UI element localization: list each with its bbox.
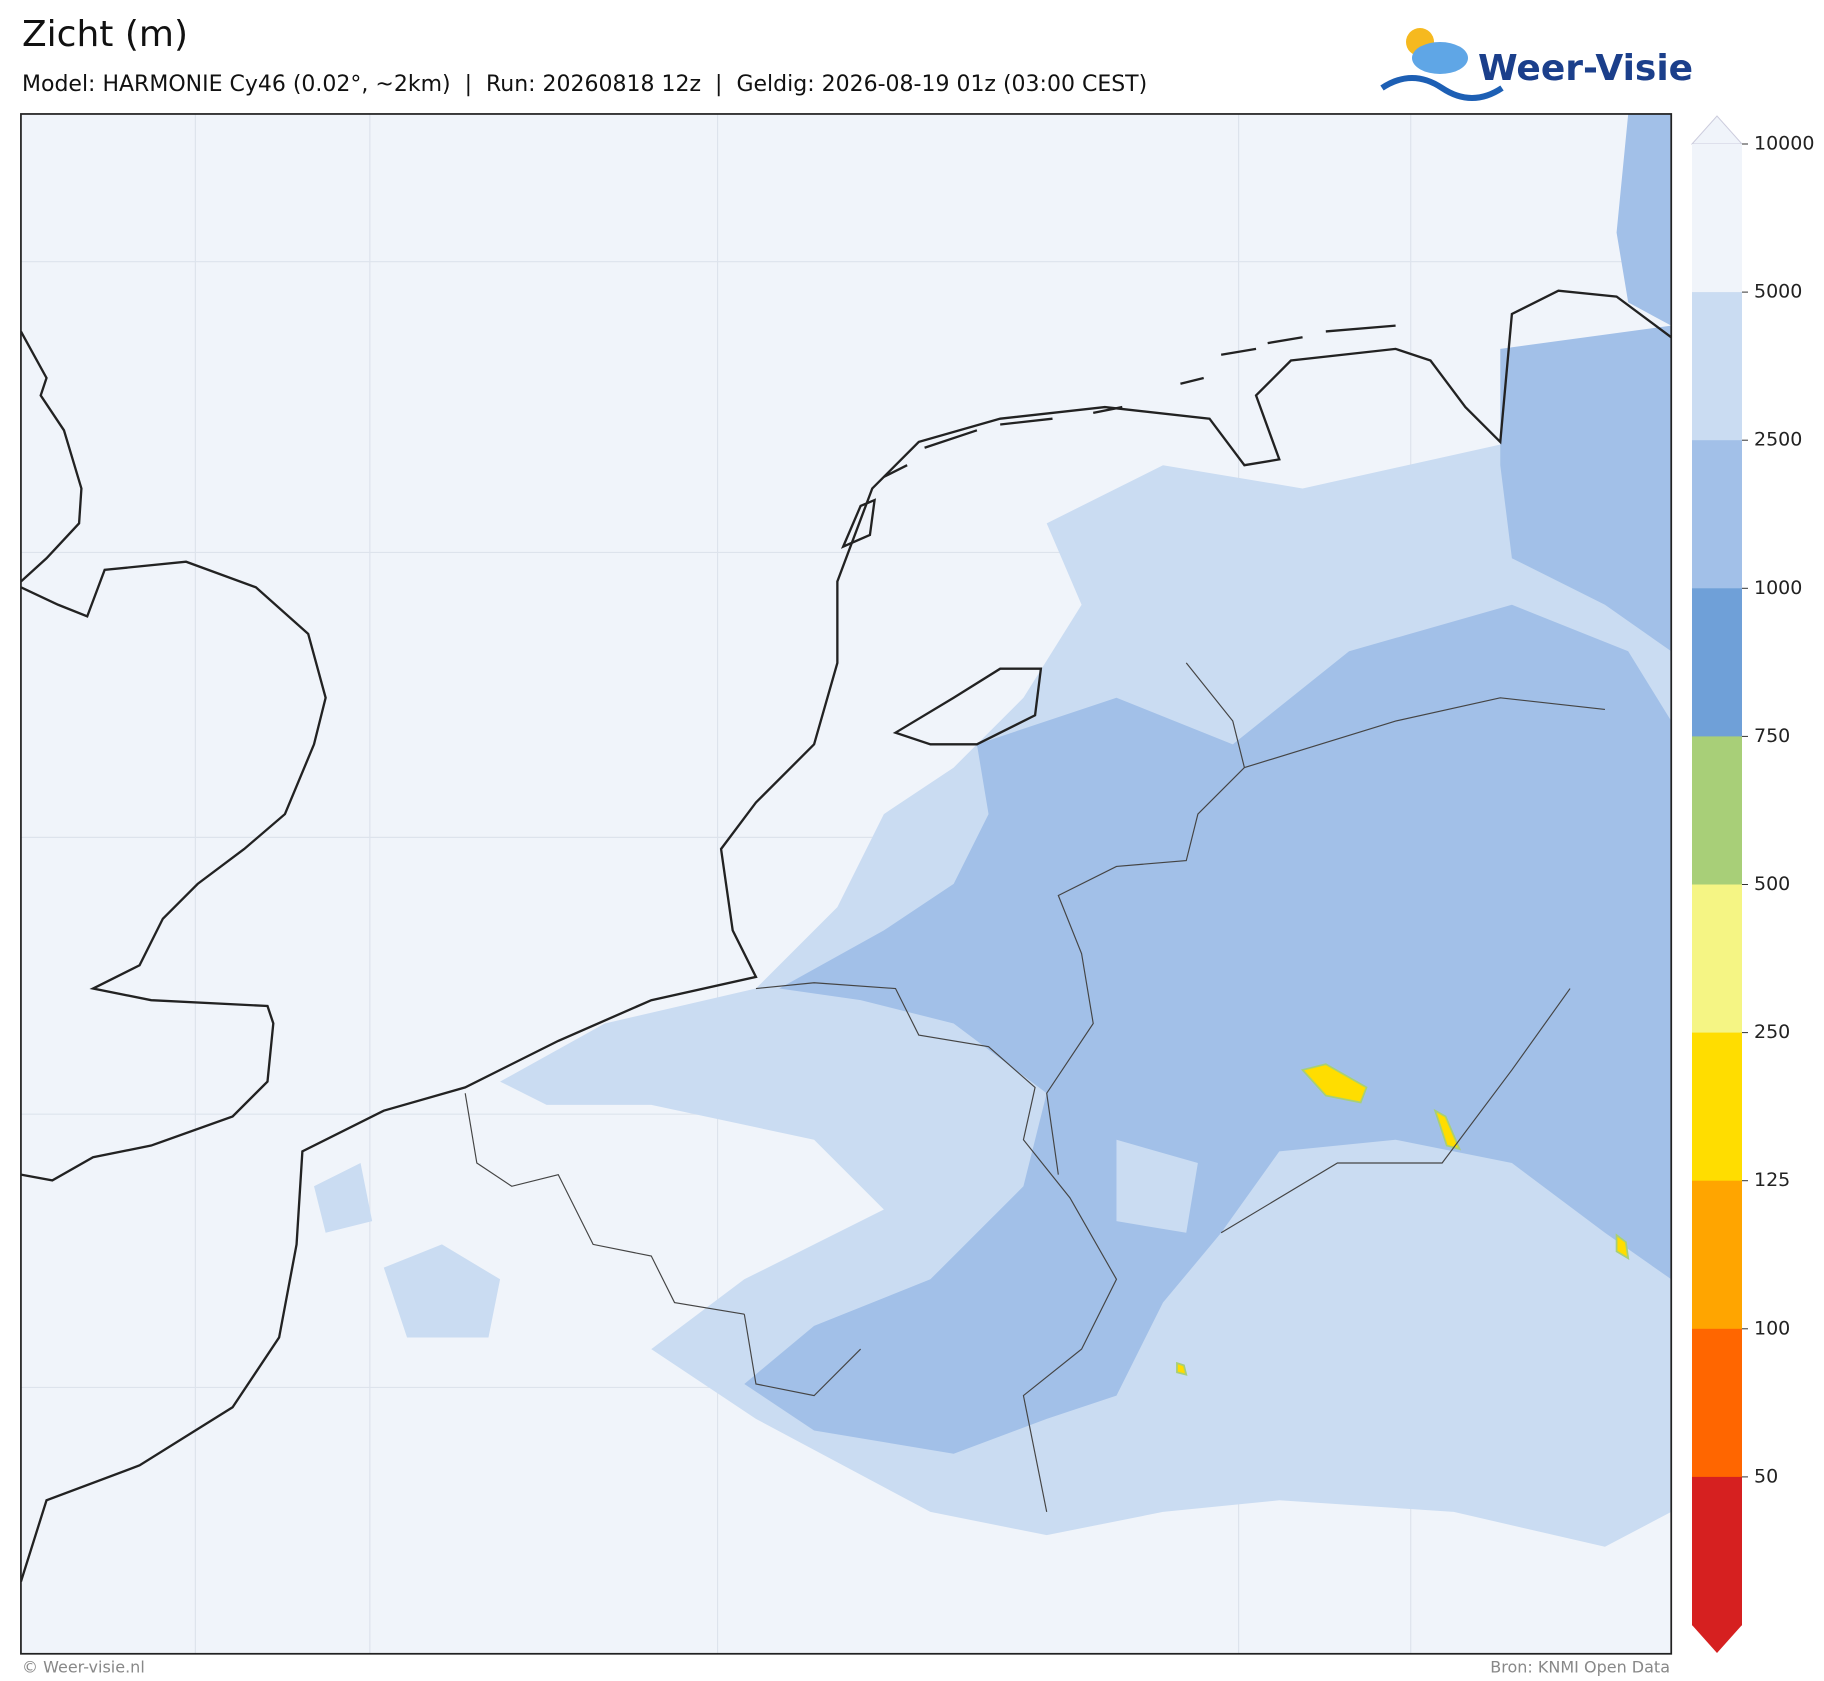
colorbar-tick-label: 10000 bbox=[1754, 133, 1814, 155]
colorbar-tick-label: 750 bbox=[1754, 725, 1790, 747]
map-frame bbox=[20, 113, 1673, 1655]
colorbar-tick-label: 2500 bbox=[1754, 429, 1802, 451]
logo-cloud bbox=[1412, 42, 1468, 74]
visibility-field bbox=[314, 113, 1672, 1547]
colorbar-tick-label: 125 bbox=[1754, 1169, 1790, 1191]
subtitle: Model: HARMONIE Cy46 (0.02°, ~2km) | Run… bbox=[22, 72, 1147, 97]
colorbar-bin bbox=[1692, 1032, 1742, 1182]
colorbar-bin bbox=[1692, 440, 1742, 589]
colorbar-tick-label: 250 bbox=[1754, 1021, 1790, 1043]
colorbar-bin bbox=[1692, 1476, 1742, 1626]
colorbar-bin bbox=[1692, 736, 1742, 885]
colorbar-bin bbox=[1692, 1180, 1742, 1330]
colorbar-bin bbox=[1692, 144, 1742, 293]
borders bbox=[464, 662, 1606, 1513]
logo: Weer-Visie bbox=[1380, 28, 1693, 101]
colorbar-tick-label: 500 bbox=[1754, 873, 1790, 895]
colorbar: 10000 5000 2500 1000 750 500 250 125 100 50 bbox=[1690, 115, 1814, 1653]
colorbar-bin bbox=[1692, 884, 1742, 1034]
colorbar-arrow-top bbox=[1690, 115, 1744, 145]
colorbar-bin bbox=[1692, 1328, 1742, 1478]
map-content bbox=[20, 113, 1672, 1654]
colorbar-tick-label: 5000 bbox=[1754, 281, 1802, 303]
coastlines bbox=[20, 289, 1672, 1583]
logo-text: Weer-Visie bbox=[1478, 48, 1693, 89]
logo-wave bbox=[1380, 75, 1504, 101]
title: Zicht (m) bbox=[22, 14, 188, 55]
colorbar-tick-label: 100 bbox=[1754, 1317, 1790, 1339]
colorbar-bin bbox=[1692, 588, 1742, 737]
colorbar-tick-label: 50 bbox=[1754, 1465, 1778, 1487]
colorbar-bin bbox=[1692, 292, 1742, 441]
map bbox=[20, 113, 1673, 1655]
footer-right: Bron: KNMI Open Data bbox=[1490, 1658, 1670, 1677]
footer-left: © Weer-visie.nl bbox=[22, 1658, 145, 1677]
colorbar-tick-label: 1000 bbox=[1754, 577, 1802, 599]
colorbar-arrow-bottom bbox=[1692, 1625, 1742, 1653]
